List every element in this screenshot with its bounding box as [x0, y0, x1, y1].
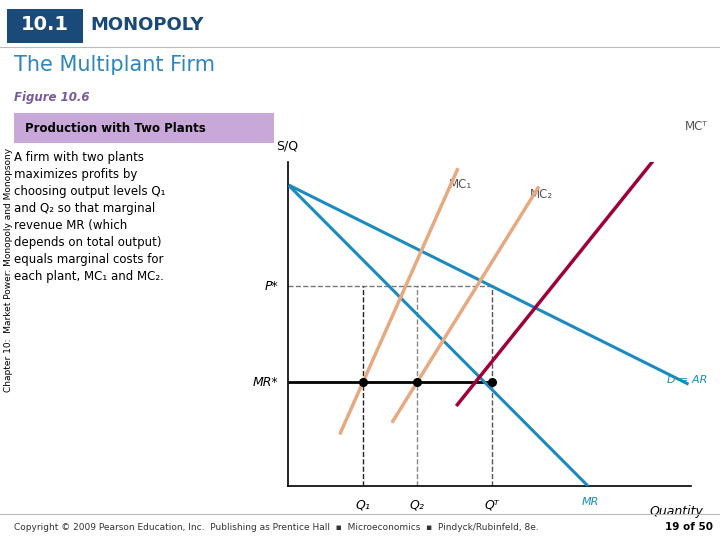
Text: MONOPOLY: MONOPOLY [90, 16, 204, 34]
Text: MR: MR [582, 497, 599, 508]
Text: Production with Two Plants: Production with Two Plants [24, 122, 205, 135]
Text: Chapter 10:  Market Power: Monopoly and Monopsony: Chapter 10: Market Power: Monopoly and M… [4, 148, 14, 392]
Text: MCᵀ: MCᵀ [685, 120, 708, 133]
Text: Qᵀ: Qᵀ [485, 499, 499, 512]
Text: 10.1: 10.1 [21, 15, 68, 35]
Text: P*: P* [264, 280, 278, 293]
Text: MC₁: MC₁ [449, 178, 472, 191]
Text: Figure 10.6: Figure 10.6 [14, 91, 90, 104]
Text: Quantity: Quantity [649, 505, 703, 518]
Text: D = AR: D = AR [667, 375, 707, 384]
Text: Q₂: Q₂ [410, 499, 425, 512]
Text: Copyright © 2009 Pearson Education, Inc.  Publishing as Prentice Hall  ▪  Microe: Copyright © 2009 Pearson Education, Inc.… [14, 523, 539, 531]
FancyBboxPatch shape [14, 113, 274, 143]
Text: Q₁: Q₁ [356, 499, 370, 512]
Text: MC₂: MC₂ [530, 188, 553, 201]
Text: The Multiplant Firm: The Multiplant Firm [14, 55, 215, 76]
Text: 19 of 50: 19 of 50 [665, 522, 713, 532]
Text: S/Q: S/Q [276, 139, 298, 152]
FancyBboxPatch shape [7, 9, 83, 43]
Text: A firm with two plants
maximizes profits by
choosing output levels Q₁
and Q₂ so : A firm with two plants maximizes profits… [14, 151, 166, 283]
Text: MR*: MR* [252, 376, 278, 389]
